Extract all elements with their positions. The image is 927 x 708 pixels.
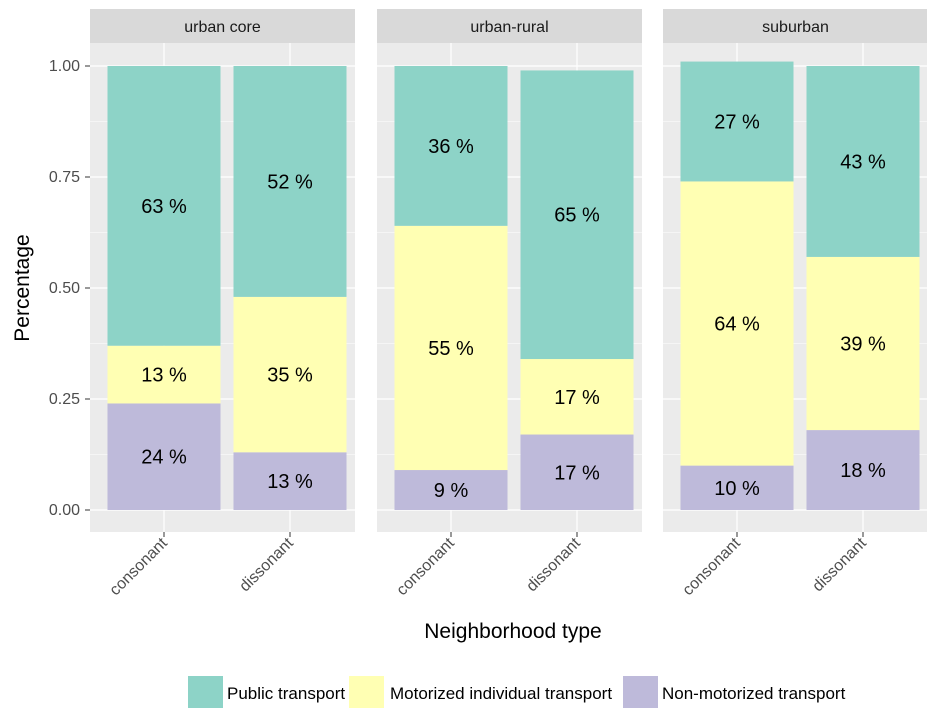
legend: Public transport Motorized individual tra… [188, 676, 846, 708]
bar-segment [394, 66, 508, 226]
x-tick-label: dissonant [236, 534, 297, 595]
bar-data-label: 18 % [840, 460, 886, 482]
legend-swatch [188, 676, 223, 708]
bar-data-label: 43 % [840, 151, 886, 173]
y-tick-label: 0.75 [49, 169, 80, 186]
y-axis-title: Percentage [11, 234, 34, 341]
y-tick-label: 0.50 [49, 280, 80, 297]
facet-strip [90, 9, 355, 43]
facet-strip [377, 9, 642, 43]
facet-panel: urban core 24 % 13 % 63 % consonant 13 % 35 % 5… [90, 9, 355, 599]
stacked-bar: 24 % 13 % 63 % [107, 66, 221, 510]
bar-segment [520, 434, 634, 510]
chart-panels: urban core 24 % 13 % 63 % consonant 13 % 35 % 5… [90, 9, 927, 599]
bar-data-label: 13 % [141, 365, 187, 387]
legend-label: Non-motorized transport [662, 684, 846, 703]
legend-swatch [349, 676, 384, 708]
bar-segment [394, 470, 508, 510]
bar-data-label: 17 % [554, 387, 600, 409]
bar-segment [107, 403, 221, 510]
legend-label: Public transport [227, 684, 345, 703]
stacked-bar: 9 % 55 % 36 % [394, 66, 508, 510]
bar-segment [520, 359, 634, 435]
bar-segment [107, 66, 221, 346]
legend-swatch [623, 676, 658, 708]
bar-data-label: 27 % [714, 112, 760, 134]
bar-segment [806, 256, 920, 431]
bar-data-label: 52 % [267, 171, 313, 193]
bar-data-label: 17 % [554, 462, 600, 484]
x-tick-label: consonant [394, 534, 459, 599]
bar-segment [806, 66, 920, 257]
bar-data-label: 63 % [141, 196, 187, 218]
bar-segment [520, 70, 634, 360]
bar-segment [233, 296, 347, 453]
bar-data-label: 39 % [840, 334, 886, 356]
legend-label: Motorized individual transport [390, 684, 612, 703]
y-tick-label: 0.00 [49, 502, 80, 519]
x-tick-label: dissonant [809, 534, 870, 595]
x-tick-label: dissonant [523, 534, 584, 595]
x-tick-label: consonant [680, 534, 745, 599]
bar-data-label: 10 % [714, 478, 760, 500]
facet-title: suburban [762, 19, 829, 36]
bar-segment [680, 181, 794, 466]
bar-data-label: 9 % [434, 480, 469, 502]
facet-panel: urban-rural 9 % 55 % 36 % consonant 17 % 17 % 6… [377, 9, 642, 599]
stacked-bar: 13 % 35 % 52 % [233, 66, 347, 510]
x-tick-label: consonant [107, 534, 172, 599]
bar-segment [680, 61, 794, 182]
stacked-bar: 17 % 17 % 65 % [520, 70, 634, 510]
facet-title: urban-rural [470, 19, 548, 36]
bar-segment [680, 465, 794, 510]
facet-strip [663, 9, 927, 43]
legend-item: Non-motorized transport [623, 676, 846, 708]
bar-segment [233, 452, 347, 510]
bar-segment [233, 66, 347, 297]
bar-segment [394, 225, 508, 471]
legend-item: Motorized individual transport [349, 676, 612, 708]
bar-data-label: 35 % [267, 365, 313, 387]
stacked-bar: 18 % 39 % 43 % [806, 66, 920, 510]
stacked-bar: 10 % 64 % 27 % [680, 61, 794, 510]
y-tick-label: 0.25 [49, 391, 80, 408]
y-axis: 0.00 0.25 0.50 0.75 1.00 [49, 58, 90, 519]
bar-segment [107, 345, 221, 404]
legend-item: Public transport [188, 676, 345, 708]
bar-data-label: 64 % [714, 314, 760, 336]
facet-panel: suburban 10 % 64 % 27 % consonant 18 % 39 % 43 … [663, 9, 927, 599]
bar-data-label: 65 % [554, 205, 600, 227]
bar-data-label: 36 % [428, 136, 474, 158]
y-tick-label: 1.00 [49, 58, 80, 75]
bar-segment [806, 430, 920, 510]
x-axis-title: Neighborhood type [424, 620, 601, 643]
bar-data-label: 55 % [428, 338, 474, 360]
facet-title: urban core [184, 19, 261, 36]
bar-data-label: 13 % [267, 471, 313, 493]
bar-data-label: 24 % [141, 447, 187, 469]
